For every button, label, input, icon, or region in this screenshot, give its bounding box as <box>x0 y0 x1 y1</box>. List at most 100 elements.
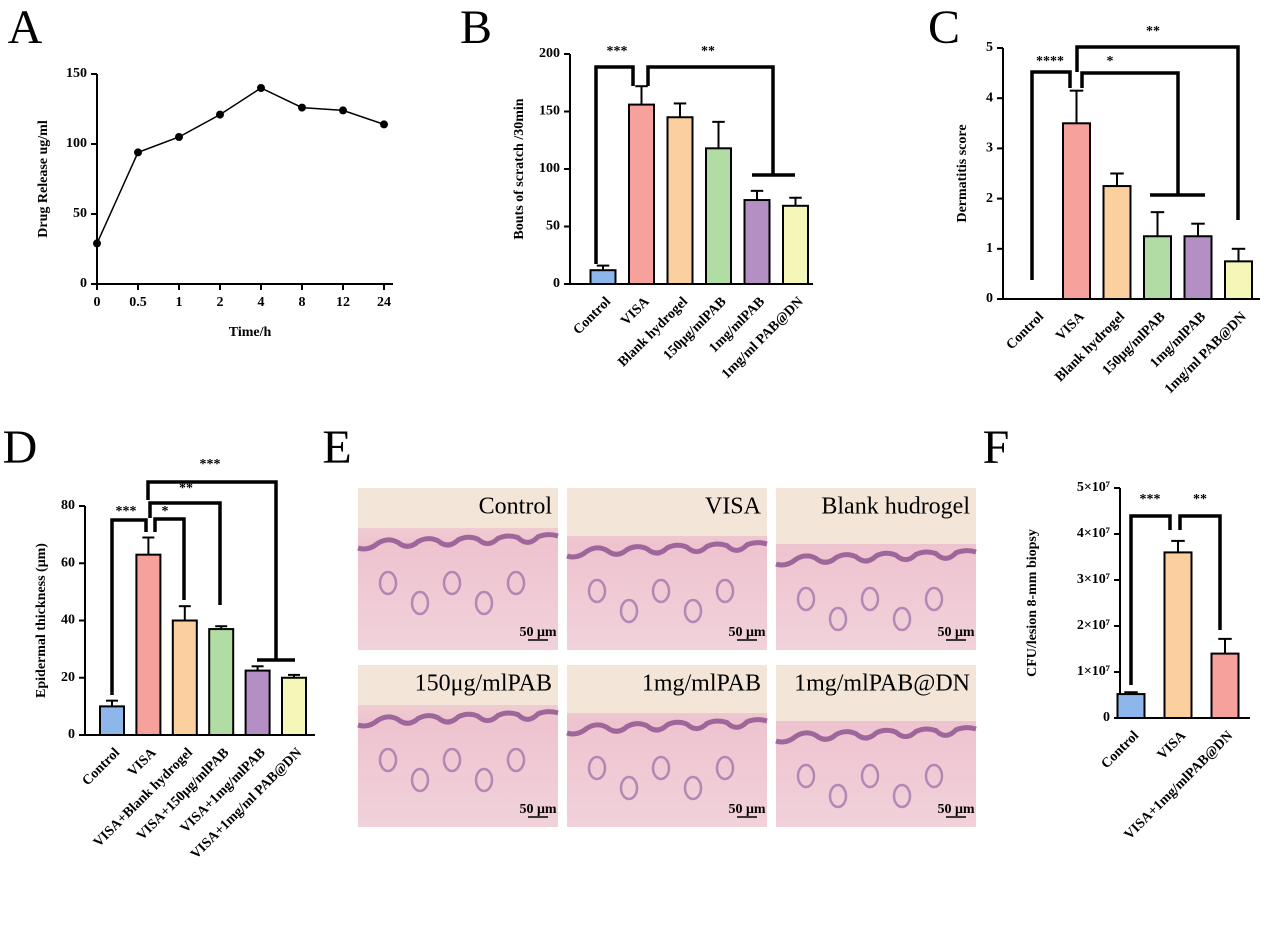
follicle <box>378 747 398 773</box>
y-tick-label: 50 <box>73 206 87 221</box>
follicle <box>715 578 735 604</box>
follicle <box>683 775 703 801</box>
scale-bar-label: 50 μm <box>519 625 556 640</box>
follicle <box>442 570 462 596</box>
significance-bracket <box>646 65 795 177</box>
y-tick-label: 0 <box>986 291 993 306</box>
scale-bar-label: 50 μm <box>937 625 974 640</box>
x-tick-label: 0 <box>94 295 101 310</box>
follicle <box>378 570 398 596</box>
follicle <box>892 606 912 632</box>
background-slide <box>358 488 558 528</box>
x-axis-label: Time/h <box>229 325 272 340</box>
significance-label: ** <box>1193 492 1207 507</box>
significance-bracket <box>1075 45 1240 220</box>
y-tick-label: 2 <box>986 191 993 206</box>
bar <box>135 553 162 736</box>
x-tick-label: 24 <box>377 295 391 310</box>
y-tick-label: 200 <box>539 46 560 61</box>
bar <box>666 116 694 285</box>
bar <box>1062 122 1091 300</box>
y-tick-label: 3×10⁷ <box>1077 572 1110 587</box>
follicle <box>860 763 880 789</box>
data-point <box>175 133 183 141</box>
bar <box>628 103 655 285</box>
significance-label: ** <box>1146 24 1160 39</box>
image-label: Control <box>479 494 553 520</box>
y-tick-label: 1 <box>986 241 993 256</box>
bar <box>1143 235 1172 300</box>
bar <box>589 269 617 286</box>
significance-label: *** <box>607 44 628 59</box>
follicle <box>683 598 703 624</box>
y-tick-label: 0 <box>553 276 560 291</box>
follicle <box>619 598 639 624</box>
significance-bracket <box>153 517 186 600</box>
histology-panel: E Control 50 μm VISA 50 μm Blank hudrogel 50 … <box>322 421 977 827</box>
x-tick-label: 2 <box>217 295 224 310</box>
significance-bracket <box>1030 70 1072 280</box>
y-tick-label: 100 <box>539 161 560 176</box>
background-slide <box>776 488 976 544</box>
significance-bracket <box>1178 514 1222 630</box>
epidermis <box>357 532 559 552</box>
background-slide <box>358 665 558 705</box>
follicle <box>651 578 671 604</box>
significance-bracket <box>1080 71 1205 197</box>
data-point <box>93 239 101 248</box>
y-tick-label: 0 <box>68 727 75 742</box>
y-tick-label: 4×10⁷ <box>1077 526 1110 541</box>
panel-letter: C <box>928 1 960 54</box>
follicle <box>828 606 848 632</box>
follicle <box>587 578 607 604</box>
panel-letter: F <box>983 421 1010 474</box>
background-slide <box>567 488 767 536</box>
follicle <box>651 755 671 781</box>
significance-label: *** <box>1140 492 1161 507</box>
bar <box>1210 652 1240 719</box>
follicle <box>587 755 607 781</box>
follicle <box>924 586 944 612</box>
data-point <box>216 110 224 119</box>
data-point <box>257 84 265 92</box>
follicle <box>506 747 526 773</box>
bar <box>1102 185 1132 300</box>
y-tick-label: 1×10⁷ <box>1077 664 1110 679</box>
y-tick-label: 4 <box>986 90 993 105</box>
bar <box>171 619 198 736</box>
y-tick-label: 40 <box>61 613 75 628</box>
y-tick-label: 0 <box>1103 710 1110 725</box>
y-tick-label: 150 <box>66 66 87 81</box>
y-tick-label: 20 <box>61 670 75 685</box>
bar <box>281 676 307 736</box>
follicle <box>442 747 462 773</box>
bar <box>244 669 271 736</box>
significance-label: **** <box>1036 54 1064 69</box>
scale-bar-label: 50 μm <box>728 802 765 817</box>
y-tick-label: 2×10⁷ <box>1077 618 1110 633</box>
follicle <box>715 755 735 781</box>
y-axis-label: CFU/lesion 8-mm biopsy <box>1025 529 1040 677</box>
significance-bracket <box>148 501 222 605</box>
significance-bracket <box>146 480 295 662</box>
y-tick-label: 0 <box>80 276 87 291</box>
y-tick-label: 5×10⁷ <box>1077 480 1110 495</box>
y-axis-label: Dermatitis score <box>955 124 970 222</box>
x-tick-label: 4 <box>258 295 265 310</box>
data-point <box>298 103 306 112</box>
follicle <box>892 783 912 809</box>
significance-bracket <box>1129 514 1172 685</box>
bar <box>99 705 125 736</box>
panel-letter: A <box>8 1 43 54</box>
x-tick-label: 12 <box>336 295 350 310</box>
image-label: VISA <box>705 494 762 520</box>
scale-bar-label: 50 μm <box>937 802 974 817</box>
follicle <box>924 763 944 789</box>
y-tick-label: 150 <box>539 104 560 119</box>
significance-label: *** <box>116 504 137 519</box>
scale-bar-label: 50 μm <box>519 802 556 817</box>
y-tick-label: 5 <box>986 40 993 55</box>
bar <box>208 628 235 737</box>
